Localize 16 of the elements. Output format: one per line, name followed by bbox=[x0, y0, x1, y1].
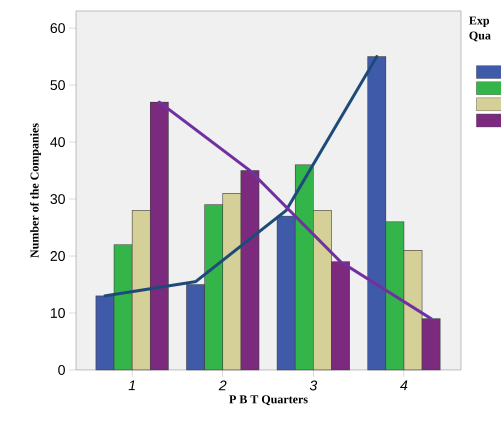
y-tick-label: 20 bbox=[50, 251, 65, 261]
y-tick-label: 10 bbox=[50, 308, 65, 318]
x-tick-label: 3 bbox=[310, 380, 318, 390]
y-tick-label: 30 bbox=[50, 194, 65, 204]
y-tick-label: 0 bbox=[58, 365, 65, 375]
x-tick-label: 1 bbox=[128, 380, 135, 390]
x-tick-label: 2 bbox=[218, 380, 226, 390]
legend-title: Exp Qua bbox=[469, 16, 491, 42]
y-tick-label: 60 bbox=[50, 23, 65, 34]
y-axis-title: Number of the Companies bbox=[30, 123, 42, 258]
y-tick-label: 50 bbox=[50, 80, 65, 90]
line-series bbox=[103, 55, 378, 298]
x-axis-title: P B T Quarters bbox=[229, 395, 308, 406]
x-tick-label: 4 bbox=[400, 380, 408, 390]
line-series bbox=[158, 100, 433, 320]
y-tick-label: 40 bbox=[50, 137, 65, 148]
